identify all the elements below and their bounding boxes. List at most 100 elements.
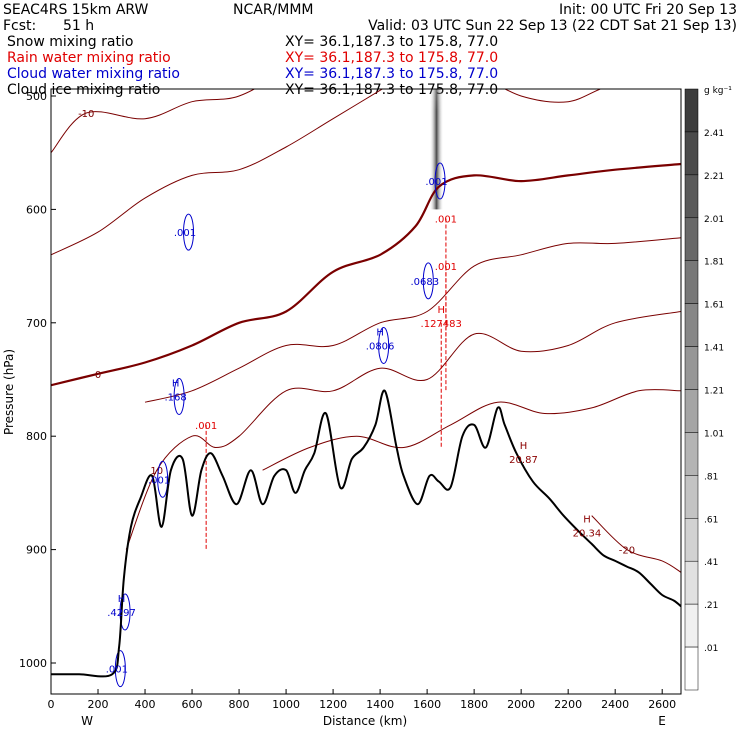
- terrain-profile: [51, 389, 681, 678]
- x-tick-label: 800: [229, 698, 250, 711]
- max-value: .001: [174, 228, 196, 239]
- max-value: .168: [164, 393, 186, 404]
- endpoint-left: W: [81, 714, 93, 728]
- colorbar-level: 1.41: [704, 344, 724, 354]
- field-xy-snow: XY= 36.1,187.3 to 175.8, 77.0: [285, 34, 498, 50]
- isotherm-m10: [51, 89, 256, 154]
- cloudwater-contour: [157, 460, 169, 498]
- max-value: 20.87: [509, 455, 538, 466]
- max-value: .0683: [410, 277, 439, 288]
- y-tick-label: 500: [26, 90, 47, 103]
- max-value: .4297: [107, 608, 136, 619]
- colorbar-unit: g kg⁻¹: [704, 86, 732, 96]
- colorbar-swatch: [684, 603, 699, 648]
- x-axis-label: Distance (km): [323, 714, 407, 728]
- colorbar-swatch: [684, 475, 699, 519]
- max-value: .001: [425, 177, 447, 188]
- max-value: .001: [435, 262, 457, 273]
- colorbar-swatch: [684, 432, 699, 476]
- colorbar-swatch: [684, 346, 699, 390]
- isotherm-m5: [51, 89, 602, 256]
- colorbar-level: 1.61: [704, 301, 724, 311]
- colorbar-swatch: [684, 88, 699, 133]
- terrain-line: [51, 389, 681, 678]
- max-value: .001: [106, 665, 128, 676]
- colorbar-swatch: [684, 303, 699, 347]
- max-marker: H: [118, 594, 126, 605]
- max-value: .0806: [366, 341, 395, 352]
- colorbar-level: 1.81: [704, 258, 724, 268]
- colorbar-swatch: [684, 560, 699, 605]
- y-axis-label: Pressure (hPa): [2, 349, 16, 435]
- colorbar-level: 2.21: [704, 172, 724, 182]
- max-value: .001: [148, 475, 170, 486]
- x-tick-label: 1000: [272, 698, 300, 711]
- field-name-cloudice: Cloud ice mixing ratio: [7, 82, 160, 98]
- field-xy-cloudwater: XY= 36.1,187.3 to 175.8, 77.0: [285, 66, 498, 82]
- x-tick-label: 1600: [413, 698, 441, 711]
- colorbar-level: .01: [704, 644, 718, 654]
- colorbar-level: .41: [704, 558, 718, 568]
- ice-contour: [188, 0, 224, 22]
- colorbar: 2.41 2.21 2.01 1.81 1.61 1.41 1.21 1.01 .81 .61 .4…: [684, 88, 724, 691]
- y-axis: 1000900800700600500400300200100: [19, 90, 56, 670]
- colorbar-swatch: [684, 131, 699, 176]
- colorbar-swatch: [684, 260, 699, 304]
- y-tick-label: 1000: [19, 657, 47, 670]
- field-xy-rain: XY= 36.1,187.3 to 175.8, 77.0: [285, 50, 498, 66]
- snow-column: [429, 89, 444, 210]
- isotherm-20: [591, 515, 681, 573]
- x-axis: 0 200 400 600 800 1000 1200 1400 1600 1800 2000 220…: [48, 689, 676, 711]
- isotherm-label: -10: [78, 109, 94, 120]
- max-marker: H: [520, 441, 528, 452]
- cloudwater-contour: [422, 262, 434, 300]
- isotherm-10: [125, 311, 681, 550]
- max-value: .127483: [421, 319, 462, 330]
- colorbar-swatch: [684, 217, 699, 261]
- colorbar-level: .21: [704, 601, 718, 611]
- cloudwater-contour: [119, 593, 131, 631]
- cloudwater-contour: [173, 378, 185, 416]
- field-name-cloudwater: Cloud water mixing ratio: [7, 66, 180, 82]
- y-tick-label: 900: [26, 544, 47, 557]
- colorbar-level: 1.01: [704, 429, 724, 439]
- colorbar-swatch: [684, 389, 699, 433]
- colorbar-level: .61: [704, 515, 718, 525]
- hydrometeor-contours: [114, 0, 447, 688]
- x-tick-label: 1400: [366, 698, 394, 711]
- colorbar-level: 1.21: [704, 387, 724, 397]
- isotherm-label: -20: [619, 546, 635, 557]
- field-legend: Snow mixing ratio XY= 36.1,187.3 to 175.…: [7, 34, 498, 98]
- model-title: SEAC4RS 15km ARW: [3, 2, 149, 18]
- max-marker: H: [437, 305, 445, 316]
- snow-shading: [429, 89, 444, 210]
- x-tick-label: 2600: [648, 698, 676, 711]
- field-xy-cloudice: XY= 36.1,187.3 to 175.8, 77.0: [285, 82, 498, 98]
- max-value: .001: [195, 421, 217, 432]
- x-tick-label: 200: [88, 698, 109, 711]
- center-label: NCAR/MMM: [233, 2, 314, 18]
- max-value: 20.34: [573, 529, 602, 540]
- isotherm-label: 10: [150, 466, 163, 477]
- max-value: .00264: [189, 0, 224, 7]
- y-tick-label: 600: [26, 203, 47, 216]
- x-tick-label: 2200: [554, 698, 582, 711]
- x-tick-label: 400: [135, 698, 156, 711]
- colorbar-level: 2.01: [704, 215, 724, 225]
- max-marker: H: [583, 515, 591, 526]
- x-tick-label: 1800: [460, 698, 488, 711]
- max-value: .001: [435, 214, 457, 225]
- colorbar-level: .81: [704, 472, 718, 482]
- valid-time: Valid: 03 UTC Sun 22 Sep 13 (22 CDT Sat …: [368, 18, 737, 34]
- fcst-label: Fcst:: [3, 18, 36, 34]
- isotherm-label: 0: [95, 370, 101, 381]
- y-tick-label: 800: [26, 430, 47, 443]
- max-marker: H: [376, 327, 384, 338]
- colorbar-swatch: [684, 518, 699, 562]
- colorbar-level: 2.41: [704, 129, 724, 139]
- max-marker: H: [172, 379, 180, 390]
- field-name-rain: Rain water mixing ratio: [7, 50, 171, 66]
- field-name-snow: Snow mixing ratio: [7, 34, 133, 50]
